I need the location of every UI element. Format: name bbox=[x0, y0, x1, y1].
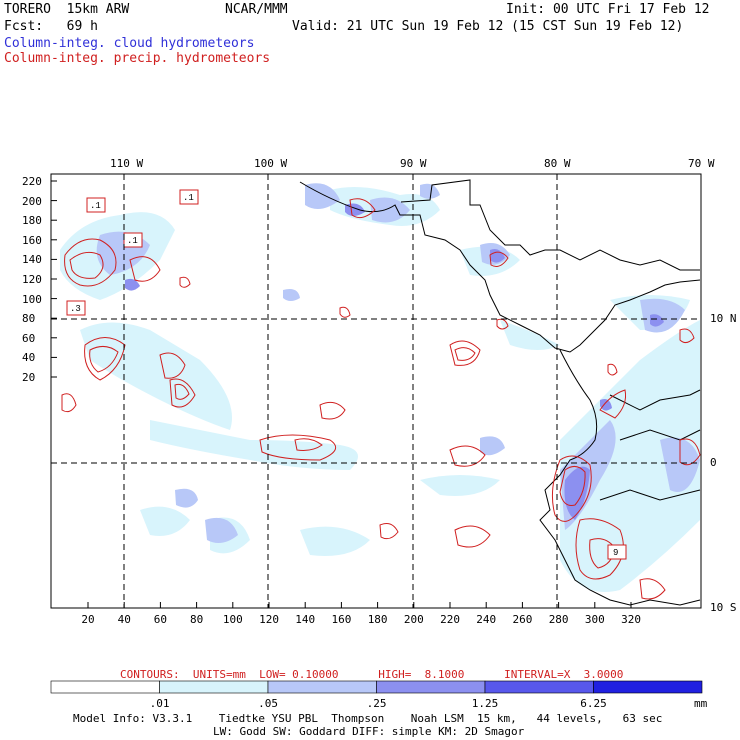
lon-label-100w: 100 W bbox=[254, 157, 288, 170]
org-label: NCAR/MMM bbox=[225, 2, 288, 17]
colorbar-segment bbox=[484, 680, 594, 694]
lon-label-80w: 80 W bbox=[544, 157, 571, 170]
contour-label-2: .1 bbox=[183, 193, 194, 203]
coastline bbox=[299, 179, 701, 606]
x-tick-label: 160 bbox=[331, 613, 352, 626]
colorbar-label: 6.25 bbox=[580, 697, 607, 710]
colorbar-label: .25 bbox=[366, 697, 387, 710]
model-title: TORERO 15km ARW bbox=[4, 2, 130, 17]
lon-label-110w: 110 W bbox=[110, 157, 144, 170]
x-tick-label: 220 bbox=[440, 613, 460, 626]
y-tick-label: 120 bbox=[22, 273, 42, 286]
valid-time: Valid: 21 UTC Sun 19 Feb 12 (15 CST Sun … bbox=[292, 19, 684, 34]
lon-label-90w: 90 W bbox=[400, 157, 427, 170]
y-tick-label: 200 bbox=[22, 194, 42, 208]
x-tick-label: 280 bbox=[548, 613, 569, 626]
init-time: Init: 00 UTC Fri 17 Feb 12 bbox=[506, 2, 710, 17]
x-tick-label: 180 bbox=[367, 613, 388, 626]
y-tick-label: 140 bbox=[22, 253, 42, 267]
x-tick-label: 20 bbox=[81, 613, 95, 626]
map-frame bbox=[50, 173, 702, 609]
y-tick-label: 180 bbox=[22, 214, 42, 228]
model-info-line1: Model Info: V3.3.1 Tiedtke YSU PBL Thomp… bbox=[73, 712, 663, 725]
lat-label-0: 0 bbox=[710, 456, 717, 469]
y-tick-label: 20 bbox=[22, 371, 36, 384]
colorbar-label: .01 bbox=[149, 697, 170, 710]
colorbar-label: 1.25 bbox=[471, 697, 499, 710]
lon-label-70w: 70 W bbox=[688, 157, 715, 170]
lat-label-10s: 10 S bbox=[710, 601, 737, 614]
colorbar-unit: mm bbox=[694, 697, 708, 710]
colorbar-segment bbox=[159, 680, 269, 694]
y-tick-label: 40 bbox=[22, 351, 36, 365]
x-tick-label: 60 bbox=[153, 613, 168, 626]
forecast-hour: Fcst: 69 h bbox=[4, 19, 98, 34]
y-tick-label: 100 bbox=[22, 292, 42, 306]
x-tick-label: 100 bbox=[222, 613, 243, 626]
colorbar-segment bbox=[376, 680, 486, 694]
contour-label-5: 9 bbox=[613, 548, 618, 558]
colorbar-segment bbox=[267, 680, 377, 694]
x-tick-label: 200 bbox=[403, 613, 424, 626]
y-tick-label: 60 bbox=[22, 331, 36, 345]
y-tick-label: 160 bbox=[22, 233, 42, 247]
contour-label-4: .3 bbox=[70, 304, 81, 314]
x-tick-label: 240 bbox=[476, 613, 497, 626]
x-tick-label: 140 bbox=[295, 613, 316, 626]
x-tick-label: 120 bbox=[259, 613, 279, 626]
lat-lon-grid bbox=[51, 174, 701, 608]
colorbar-segment bbox=[50, 680, 160, 694]
x-tick-label: 80 bbox=[190, 613, 204, 626]
x-tick-label: 300 bbox=[584, 613, 605, 626]
contour-label-3: .1 bbox=[127, 236, 138, 246]
contours-info: CONTOURS: UNITS=mm LOW= 0.10000 HIGH= 8.… bbox=[120, 668, 624, 681]
colorbar-segment bbox=[593, 680, 703, 694]
x-tick-label: 260 bbox=[512, 613, 533, 626]
contour-label-boxes: .1 .1 .1 .3 9 bbox=[66, 189, 627, 560]
y-tick-label: 220 bbox=[22, 175, 42, 188]
x-tick-label: 320 bbox=[621, 613, 641, 626]
precip-contours bbox=[61, 198, 701, 600]
legend-precip: Column-integ. precip. hydrometeors bbox=[4, 51, 271, 66]
contour-label-1: .1 bbox=[90, 201, 101, 211]
y-tick-label: 80 bbox=[22, 312, 36, 326]
lat-label-10n: 10 N bbox=[710, 312, 737, 325]
legend-cloud: Column-integ. cloud hydrometeors bbox=[4, 36, 255, 51]
colorbar-label: .05 bbox=[258, 697, 278, 710]
x-tick-label: 40 bbox=[117, 613, 131, 626]
model-info-line2: LW: Godd SW: Goddard DIFF: simple KM: 2D… bbox=[213, 725, 525, 738]
